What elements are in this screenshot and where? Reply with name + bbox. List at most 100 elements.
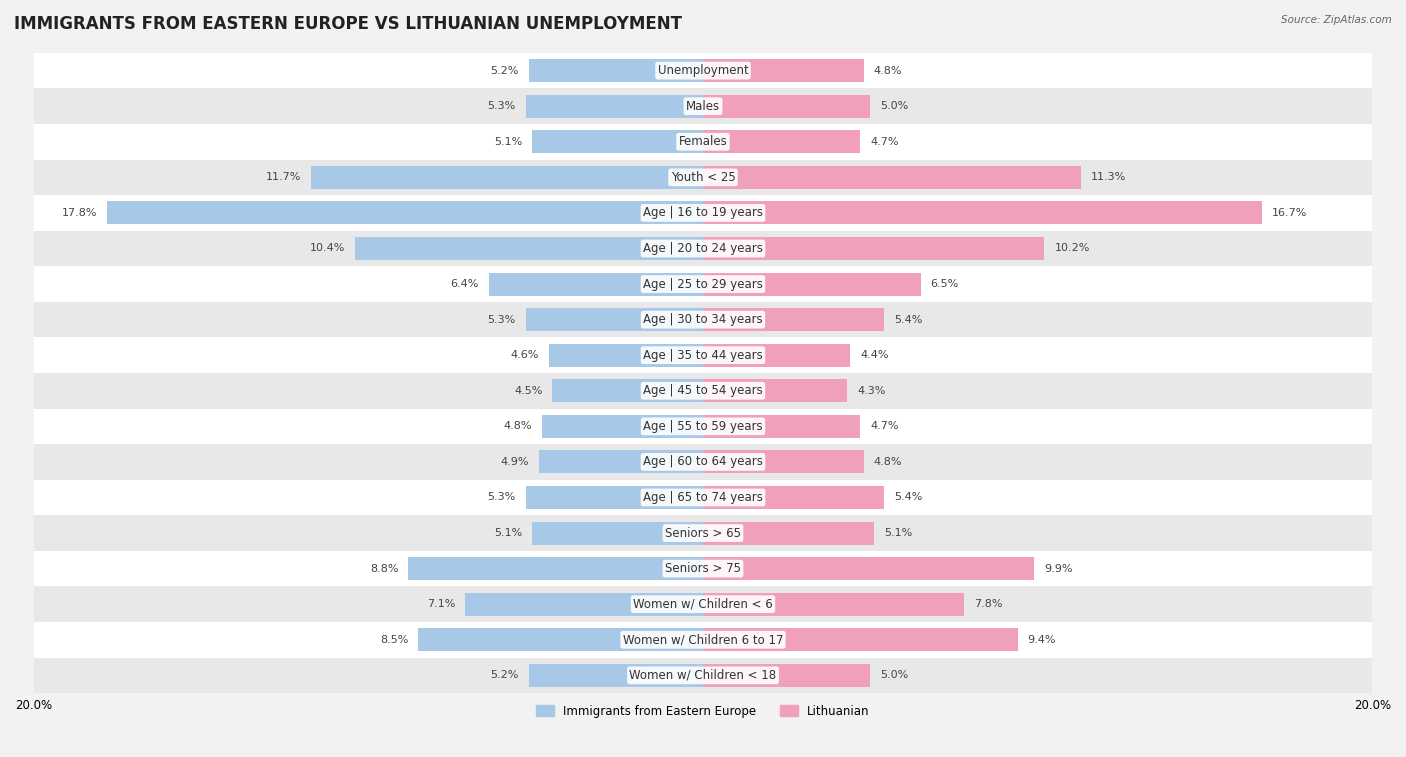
Text: Age | 16 to 19 years: Age | 16 to 19 years <box>643 207 763 220</box>
Text: 10.2%: 10.2% <box>1054 244 1090 254</box>
Text: Women w/ Children < 18: Women w/ Children < 18 <box>630 669 776 682</box>
Bar <box>34 480 1372 516</box>
Text: Females: Females <box>679 136 727 148</box>
Text: Youth < 25: Youth < 25 <box>671 171 735 184</box>
Bar <box>526 308 703 332</box>
Text: 11.7%: 11.7% <box>266 173 301 182</box>
Bar <box>548 344 703 367</box>
Text: 5.3%: 5.3% <box>488 101 516 111</box>
Bar <box>489 273 703 296</box>
Bar <box>703 379 846 402</box>
Text: 7.8%: 7.8% <box>974 600 1002 609</box>
Bar <box>526 95 703 118</box>
Text: 5.2%: 5.2% <box>491 671 519 681</box>
Text: Age | 35 to 44 years: Age | 35 to 44 years <box>643 349 763 362</box>
Bar <box>529 664 703 687</box>
Bar <box>107 201 703 225</box>
Bar <box>34 53 1372 89</box>
Bar <box>703 628 1018 651</box>
Text: 5.1%: 5.1% <box>494 137 522 147</box>
Bar <box>34 373 1372 409</box>
Bar <box>34 587 1372 622</box>
Text: 5.1%: 5.1% <box>494 528 522 538</box>
Text: 10.4%: 10.4% <box>309 244 344 254</box>
Text: Unemployment: Unemployment <box>658 64 748 77</box>
Text: 6.4%: 6.4% <box>450 279 478 289</box>
Text: Age | 30 to 34 years: Age | 30 to 34 years <box>643 313 763 326</box>
Text: 4.8%: 4.8% <box>503 422 533 431</box>
Text: 4.8%: 4.8% <box>873 457 903 467</box>
Bar <box>703 59 863 83</box>
Text: 4.9%: 4.9% <box>501 457 529 467</box>
Text: Women w/ Children 6 to 17: Women w/ Children 6 to 17 <box>623 634 783 646</box>
Bar <box>703 201 1263 225</box>
Bar <box>34 658 1372 693</box>
Bar <box>529 59 703 83</box>
Bar <box>311 166 703 189</box>
Text: 5.0%: 5.0% <box>880 101 908 111</box>
Text: 4.3%: 4.3% <box>858 386 886 396</box>
Text: 11.3%: 11.3% <box>1091 173 1126 182</box>
Bar <box>703 557 1035 580</box>
Text: Seniors > 75: Seniors > 75 <box>665 562 741 575</box>
Bar <box>34 266 1372 302</box>
Text: Age | 25 to 29 years: Age | 25 to 29 years <box>643 278 763 291</box>
Text: 5.4%: 5.4% <box>894 493 922 503</box>
Text: 9.9%: 9.9% <box>1045 564 1073 574</box>
Bar <box>703 593 965 615</box>
Bar <box>34 195 1372 231</box>
Text: 5.3%: 5.3% <box>488 493 516 503</box>
Text: Age | 55 to 59 years: Age | 55 to 59 years <box>643 420 763 433</box>
Bar <box>34 551 1372 587</box>
Bar <box>703 415 860 438</box>
Bar <box>703 664 870 687</box>
Text: 6.5%: 6.5% <box>931 279 959 289</box>
Text: Age | 60 to 64 years: Age | 60 to 64 years <box>643 456 763 469</box>
Bar <box>703 166 1081 189</box>
Text: 7.1%: 7.1% <box>427 600 456 609</box>
Bar <box>703 344 851 367</box>
Bar <box>533 522 703 544</box>
Bar <box>543 415 703 438</box>
Bar <box>703 273 921 296</box>
Legend: Immigrants from Eastern Europe, Lithuanian: Immigrants from Eastern Europe, Lithuani… <box>531 700 875 722</box>
Bar <box>419 628 703 651</box>
Text: Seniors > 65: Seniors > 65 <box>665 527 741 540</box>
Bar <box>34 444 1372 480</box>
Text: Women w/ Children < 6: Women w/ Children < 6 <box>633 598 773 611</box>
Text: 5.4%: 5.4% <box>894 315 922 325</box>
Text: 4.8%: 4.8% <box>873 66 903 76</box>
Bar <box>34 160 1372 195</box>
Text: 5.2%: 5.2% <box>491 66 519 76</box>
Text: 8.8%: 8.8% <box>370 564 398 574</box>
Text: 4.5%: 4.5% <box>515 386 543 396</box>
Text: 4.7%: 4.7% <box>870 137 898 147</box>
Bar <box>703 95 870 118</box>
Bar <box>533 130 703 154</box>
Text: 5.0%: 5.0% <box>880 671 908 681</box>
Bar <box>409 557 703 580</box>
Bar <box>34 231 1372 266</box>
Text: 5.3%: 5.3% <box>488 315 516 325</box>
Text: 17.8%: 17.8% <box>62 208 97 218</box>
Text: 9.4%: 9.4% <box>1028 635 1056 645</box>
Text: Males: Males <box>686 100 720 113</box>
Bar <box>34 622 1372 658</box>
Bar <box>703 486 884 509</box>
Bar <box>465 593 703 615</box>
Bar <box>703 308 884 332</box>
Text: 4.4%: 4.4% <box>860 350 889 360</box>
Text: 5.1%: 5.1% <box>884 528 912 538</box>
Bar <box>703 130 860 154</box>
Bar <box>34 516 1372 551</box>
Text: Age | 65 to 74 years: Age | 65 to 74 years <box>643 491 763 504</box>
Text: 16.7%: 16.7% <box>1272 208 1308 218</box>
Bar <box>538 450 703 473</box>
Bar <box>34 409 1372 444</box>
Bar <box>34 89 1372 124</box>
Bar <box>34 302 1372 338</box>
Text: 8.5%: 8.5% <box>380 635 409 645</box>
Text: Age | 20 to 24 years: Age | 20 to 24 years <box>643 242 763 255</box>
Bar <box>34 124 1372 160</box>
Text: 4.6%: 4.6% <box>510 350 538 360</box>
